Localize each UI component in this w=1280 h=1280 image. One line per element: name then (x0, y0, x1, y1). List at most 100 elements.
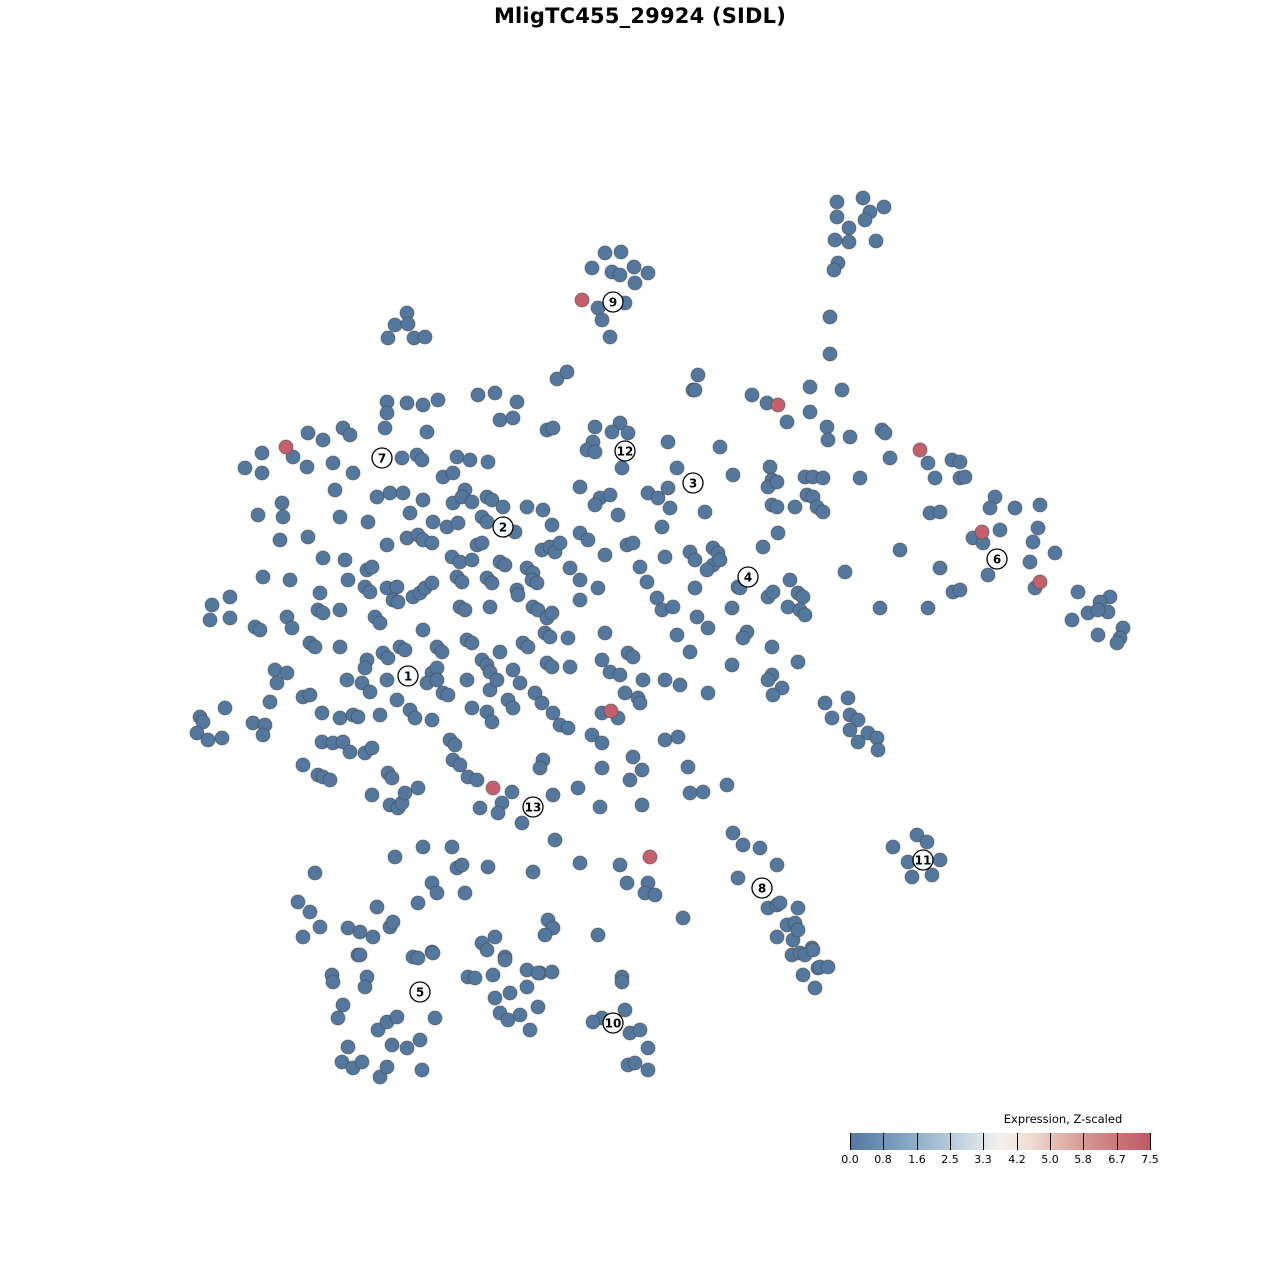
data-point (626, 259, 642, 275)
data-point (744, 387, 760, 403)
data-point (269, 675, 285, 691)
data-point (495, 499, 511, 515)
colorbar-gradient (850, 1133, 1150, 1150)
data-point (335, 997, 351, 1013)
data-point (315, 605, 331, 621)
data-point (237, 460, 253, 476)
data-point (530, 999, 546, 1015)
data-point (827, 232, 843, 248)
data-point (414, 1062, 430, 1078)
data-point (1090, 627, 1106, 643)
data-point (424, 712, 440, 728)
data-point (572, 855, 588, 871)
colorbar-tick-label: 4.2 (1008, 1153, 1026, 1166)
data-point (919, 834, 935, 850)
data-point (680, 759, 696, 775)
data-point (537, 927, 553, 943)
data-point (730, 870, 746, 886)
colorbar-tick-label: 0.8 (874, 1153, 892, 1166)
data-point (850, 734, 866, 750)
data-point (932, 852, 948, 868)
data-point (445, 465, 461, 481)
data-point (302, 904, 318, 920)
data-point (300, 529, 316, 545)
data-point (572, 592, 588, 608)
data-point (504, 784, 520, 800)
data-point (369, 899, 385, 915)
data-point (594, 652, 610, 668)
data-point (820, 959, 836, 975)
data-point (505, 662, 521, 678)
colorbar-tick (1117, 1133, 1118, 1150)
cluster-label-circle (912, 849, 934, 871)
data-point (362, 684, 378, 700)
data-point (819, 419, 835, 435)
data-point (214, 730, 230, 746)
data-point (1032, 497, 1048, 513)
data-point (797, 607, 813, 623)
data-point (657, 732, 673, 748)
data-point (604, 424, 620, 440)
data-point (490, 805, 506, 821)
data-point (625, 535, 641, 551)
data-point (274, 495, 290, 511)
data-point (399, 1040, 415, 1056)
data-point (410, 895, 426, 911)
data-point (397, 785, 413, 801)
data-point (429, 885, 445, 901)
data-point (1025, 534, 1041, 550)
data-point (379, 672, 395, 688)
data-point (675, 910, 691, 926)
data-point (472, 800, 488, 816)
data-point-high (770, 397, 786, 413)
data-point (632, 695, 648, 711)
data-point (640, 265, 656, 281)
cluster-label-circle (397, 665, 419, 687)
data-point (412, 1032, 428, 1048)
data-point (834, 382, 850, 398)
data-point (657, 549, 673, 565)
data-point (882, 450, 898, 466)
data-point (484, 714, 500, 730)
data-point (307, 865, 323, 881)
data-point (482, 599, 498, 615)
data-point (772, 895, 788, 911)
data-point (622, 772, 638, 788)
data-point (469, 772, 485, 788)
data-point (532, 760, 548, 776)
cluster-label-circle (371, 447, 393, 469)
data-point (340, 1039, 356, 1055)
data-point (189, 725, 205, 741)
data-point (952, 582, 968, 598)
data-point (474, 535, 490, 551)
data-point (299, 459, 315, 475)
data-point (295, 929, 311, 945)
data-point-high (912, 442, 928, 458)
data-point (829, 194, 845, 210)
data-point (302, 687, 318, 703)
data-point (505, 700, 521, 716)
data-point (904, 869, 920, 885)
data-point (384, 770, 400, 786)
colorbar-tick (883, 1133, 884, 1150)
data-point (790, 654, 806, 670)
data-point (454, 857, 470, 873)
data-point (510, 587, 526, 603)
colorbar-tick (1050, 1133, 1051, 1150)
data-point (397, 642, 413, 658)
data-point (372, 615, 388, 631)
cluster-label-circle (602, 291, 624, 313)
data-point (620, 425, 636, 441)
cluster-label: 4 (744, 571, 752, 585)
data-point (790, 922, 806, 938)
data-point (545, 420, 561, 436)
data-point (876, 199, 892, 215)
data-point (769, 929, 785, 945)
data-point (1007, 500, 1023, 516)
data-point (650, 490, 666, 506)
data-point (597, 245, 613, 261)
data-point (407, 710, 423, 726)
data-point (380, 650, 396, 666)
data-point (352, 947, 368, 963)
